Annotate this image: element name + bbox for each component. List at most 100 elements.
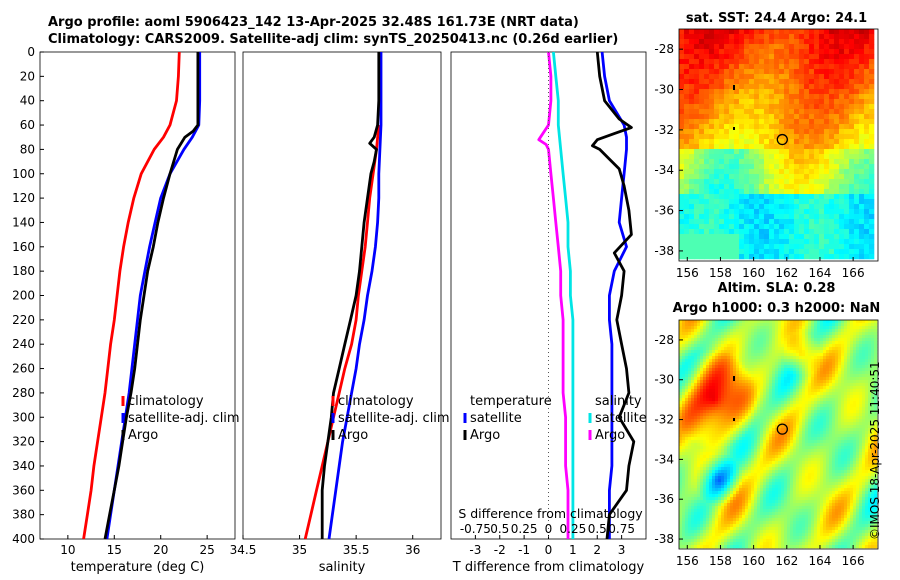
sla_map-cell [772, 371, 776, 375]
sla_map-cell [772, 374, 776, 378]
sla_map-cell [805, 329, 809, 333]
sla_map-cell [715, 413, 719, 417]
sla_map-cell [778, 371, 782, 375]
sla_map-cell [769, 362, 773, 366]
sla_map-cell [763, 422, 767, 426]
sst_map-cell [774, 224, 780, 230]
sst_map-cell [719, 94, 725, 100]
sst_map-cell [869, 189, 875, 195]
sla_map-cell [721, 353, 725, 357]
sla_map-cell [814, 446, 818, 450]
sla_map-cell [718, 374, 722, 378]
sla_map-cell [787, 416, 791, 420]
sst_map-ytick-label: -38 [654, 244, 674, 258]
sla_map-cell [790, 374, 794, 378]
sla_map-cell [763, 431, 767, 435]
sst_map-cell [819, 69, 825, 75]
sst_map-cell [864, 169, 870, 175]
sla_map-cell [820, 452, 824, 456]
sst_map-cell [739, 79, 745, 85]
sla_map-cell [682, 434, 686, 438]
sla_map-cell [679, 377, 683, 381]
sst_map-cell [819, 44, 825, 50]
sst_map-cell [789, 129, 795, 135]
sla_map-cell [841, 368, 845, 372]
sla_map-cell [799, 443, 803, 447]
sst_map-cell [779, 34, 785, 40]
sla_map-cell [805, 359, 809, 363]
sst_map-cell [849, 214, 855, 220]
sst_map-cell [869, 219, 875, 225]
sla_map-cell [865, 386, 869, 390]
sst_map-cell [759, 134, 765, 140]
sla_map-cell [868, 362, 872, 366]
sst_map-cell [819, 184, 825, 190]
sst_map-cell [709, 134, 715, 140]
sla_map-cell [850, 353, 854, 357]
sst_map-cell [829, 234, 835, 240]
sla_map-cell [787, 392, 791, 396]
sst_map-cell [834, 194, 840, 200]
sla_map-cell [712, 404, 716, 408]
sst_map-cell [704, 249, 710, 255]
sla_map-cell [715, 326, 719, 330]
sla_map-cell [712, 398, 716, 402]
sla_map-cell [706, 404, 710, 408]
sst_map-cell [789, 219, 795, 225]
sst_map-cell [704, 124, 710, 130]
sst_map-cell [679, 189, 685, 195]
sst_map-cell [824, 84, 830, 90]
sla_map-cell [778, 359, 782, 363]
sla_map-cell [697, 416, 701, 420]
sst_map-cell [749, 209, 755, 215]
sla_map-cell [856, 416, 860, 420]
sla_map-cell [820, 416, 824, 420]
sst_map-cell [709, 229, 715, 235]
sla_map-cell [784, 335, 788, 339]
sla_map-cell [841, 431, 845, 435]
sla_map-cell [835, 443, 839, 447]
sst_map-cell [864, 124, 870, 130]
sst_map-cell [719, 189, 725, 195]
sla_map-cell [871, 359, 875, 363]
sla_map-cell [745, 380, 749, 384]
sst_map-cell [714, 29, 720, 35]
sla_map-cell [697, 320, 701, 324]
sla_map-cell [772, 353, 776, 357]
sla_map-cell [694, 455, 698, 459]
sst_map-cell [834, 214, 840, 220]
sst_map-cell [849, 34, 855, 40]
sla_map-cell [850, 449, 854, 453]
sst_map-cell [819, 159, 825, 165]
sst_map-cell [729, 54, 735, 60]
sla_map-cell [697, 368, 701, 372]
sst_map-cell [754, 59, 760, 65]
sla_map-cell [829, 449, 833, 453]
sla_map-cell [781, 347, 785, 351]
sla_map-cell [742, 386, 746, 390]
sla_map-cell [808, 389, 812, 393]
sla_map-cell [727, 359, 731, 363]
sla_map-cell [715, 440, 719, 444]
sst_map-cell [709, 104, 715, 110]
sst_map-cell [849, 99, 855, 105]
sla_map-cell [739, 365, 743, 369]
sst_map-cell [864, 184, 870, 190]
sla_map-cell [688, 389, 692, 393]
sst_map-cell [774, 144, 780, 150]
sla_map-cell [793, 380, 797, 384]
sla_map-cell [781, 386, 785, 390]
sst_map-cell [734, 134, 740, 140]
sla_map-cell [745, 446, 749, 450]
sla_map-cell [745, 338, 749, 342]
sla_map-cell [733, 338, 737, 342]
sla_map-cell [832, 446, 836, 450]
sla_map-cell [817, 422, 821, 426]
sst_map-cell [744, 129, 750, 135]
sla_map-cell [766, 383, 770, 387]
sla_map-cell [766, 455, 770, 459]
sst_map-cell [734, 104, 740, 110]
sst_map-cell [774, 104, 780, 110]
sst_map-cell [749, 39, 755, 45]
sst_map-cell [699, 229, 705, 235]
